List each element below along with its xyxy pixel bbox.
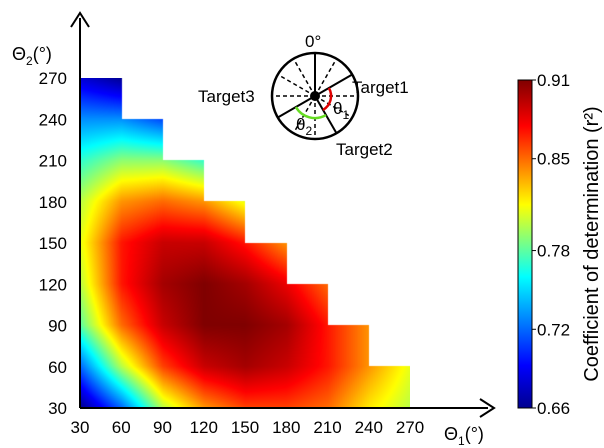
- colorbar-tick-label: 0.91: [537, 71, 570, 90]
- theta2-symbol: θ: [296, 115, 305, 134]
- colorbar-gradient: [517, 79, 533, 409]
- x-tick-label: 90: [153, 418, 172, 437]
- colorbar-tick-label: 0.78: [537, 242, 570, 261]
- inset-center-dot: [310, 91, 320, 101]
- x-tick-label: 270: [396, 418, 424, 437]
- y-tick-label: 180: [39, 193, 67, 212]
- heatmap-surface: [80, 78, 410, 408]
- y-tick-label: 120: [39, 275, 67, 294]
- inset-zero-label: 0°: [305, 32, 321, 51]
- x-tick-labels: 30 60 90 120 150 180 210 240 270: [71, 418, 425, 437]
- y-axis-title-unit: (°): [33, 44, 52, 64]
- x-tick-label: 210: [313, 418, 341, 437]
- colorbar-tick-label: 0.66: [537, 399, 570, 418]
- axes: [70, 11, 496, 418]
- target3-label: Target3: [198, 87, 255, 106]
- y-axis-arrow: [70, 11, 90, 28]
- target1-label: Target1: [352, 78, 409, 97]
- y-tick-label: 270: [39, 69, 67, 88]
- inset-dashed-spoke: [292, 58, 316, 97]
- y-axis-title: Θ2(°): [12, 44, 52, 68]
- colorbar-tick-label: 0.72: [537, 320, 570, 339]
- colorbar-title: Coefficient of determination (r²): [581, 106, 603, 381]
- y-tick-label: 60: [48, 358, 67, 377]
- theta2-label: θ2: [296, 115, 312, 138]
- theta1-label: θ1: [333, 99, 349, 122]
- x-axis-title-sub: 1: [458, 434, 465, 448]
- y-tick-label: 150: [39, 234, 67, 253]
- colorbar-tick-label: 0.85: [537, 150, 570, 169]
- x-tick-label: 30: [71, 418, 90, 437]
- colorbar-tick-labels: 0.66 0.72 0.78 0.85 0.91: [532, 71, 570, 418]
- theta1-symbol: θ: [333, 99, 342, 118]
- y-tick-labels: 30 60 90 120 150 180 210 240 270: [39, 69, 67, 418]
- x-axis-title: Θ1(°): [444, 424, 484, 448]
- y-tick-label: 90: [48, 317, 67, 336]
- y-axis-title-sub: 2: [26, 54, 33, 68]
- y-tick-label: 240: [39, 110, 67, 129]
- y-axis-title-symbol: Θ: [12, 44, 26, 64]
- x-tick-label: 240: [355, 418, 383, 437]
- x-tick-label: 180: [272, 418, 300, 437]
- inset-dashed-spoke: [314, 58, 338, 97]
- theta2-sub: 2: [305, 124, 312, 138]
- target2-label: Target2: [336, 140, 393, 159]
- theta1-arc: [322, 87, 333, 111]
- inset-dashed-spoke: [314, 95, 353, 119]
- inset-target-spoke: [314, 95, 338, 134]
- inset-spokes: [272, 53, 358, 139]
- x-tick-label: 60: [112, 418, 131, 437]
- y-tick-label: 30: [48, 399, 67, 418]
- inset-target-spoke: [314, 73, 353, 97]
- x-axis-title-unit: (°): [465, 424, 484, 444]
- theta1-sub: 1: [342, 108, 349, 122]
- theta2-arc: [294, 106, 327, 120]
- x-axis-arrow: [479, 398, 496, 418]
- x-tick-label: 150: [231, 418, 259, 437]
- colorbar: 0.66 0.72 0.78 0.85 0.91 Coefficient of dete…: [517, 71, 603, 418]
- y-tick-label: 210: [39, 152, 67, 171]
- x-axis-title-symbol: Θ: [444, 424, 458, 444]
- inset-dashed-spoke: [277, 73, 316, 97]
- target-inset: 0° Target1 Target3 Target2 θ1 θ2: [198, 32, 409, 159]
- x-tick-label: 120: [190, 418, 218, 437]
